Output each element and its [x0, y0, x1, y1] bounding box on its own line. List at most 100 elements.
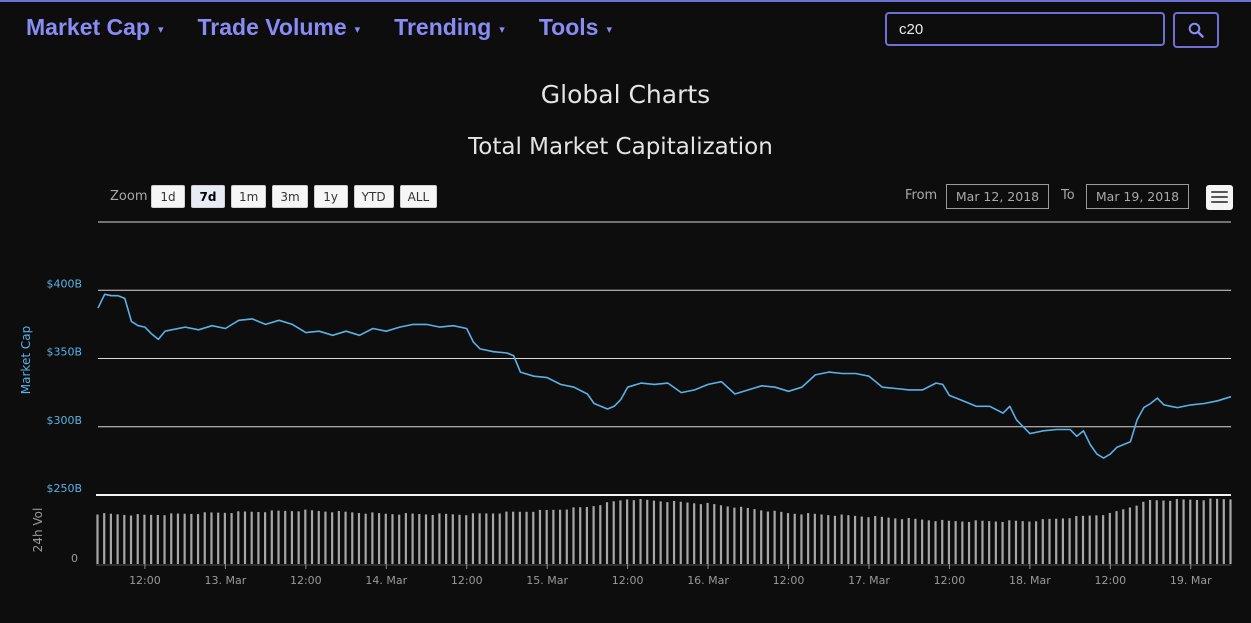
zoom-7d-button[interactable]: 7d [191, 185, 225, 208]
chevron-down-icon: ▾ [354, 23, 361, 36]
search-button[interactable] [1173, 12, 1219, 48]
page-title: Global Charts [540, 80, 711, 109]
volume-bar [250, 511, 253, 564]
volume-bar [646, 499, 649, 564]
volume-bar [572, 507, 575, 564]
volume-bar [458, 514, 461, 564]
volume-bar [867, 517, 870, 564]
volume-bar [196, 514, 200, 564]
volume-bar [270, 510, 273, 564]
search-icon [1188, 22, 1204, 38]
nav-tools-label: Tools [538, 14, 599, 40]
volume-bar [190, 513, 193, 564]
volume-bar [116, 514, 119, 564]
nav-trending-label: Trending [394, 14, 492, 40]
volume-bar [1088, 515, 1091, 564]
nav-market-cap[interactable]: Market Cap ▾ [26, 14, 164, 41]
zoom-ytd-button[interactable]: YTD [353, 185, 394, 208]
volume-bar [1102, 515, 1105, 564]
volume-bar [1128, 507, 1132, 564]
volume-bar [974, 520, 977, 564]
y-axis-title: Market Cap [19, 326, 33, 394]
top-accent-line [0, 0, 1251, 2]
volume-bar [1021, 521, 1024, 564]
volume-bar [418, 514, 421, 564]
volume-bar [143, 514, 146, 564]
volume-bar [652, 500, 656, 564]
volume-bar [552, 509, 555, 564]
volume-bar [1142, 501, 1145, 564]
to-date-input[interactable] [1086, 184, 1189, 209]
volume-bar [243, 511, 247, 564]
volume-bar [1162, 500, 1165, 564]
volume-bar [807, 513, 810, 564]
volume-bar [900, 519, 904, 564]
volume-bar [532, 511, 535, 564]
volume-bar [404, 513, 407, 564]
nav-trending[interactable]: Trending ▾ [394, 14, 505, 41]
zoom-label: Zoom [110, 189, 148, 204]
volume-bar [129, 515, 133, 564]
chevron-down-icon: ▾ [157, 23, 164, 36]
search-input[interactable] [885, 12, 1165, 46]
volume-bar [1189, 499, 1192, 564]
volume-bar [585, 507, 589, 564]
x-tick-label: 12:00 [451, 574, 483, 587]
main-nav: Market Cap ▾ Trade Volume ▾ Trending ▾ T… [26, 14, 646, 41]
volume-bar [1195, 499, 1199, 564]
x-tick-label: 12:00 [612, 574, 644, 587]
nav-tools[interactable]: Tools ▾ [539, 14, 612, 41]
volume-bar [706, 502, 709, 564]
zoom-1d-button[interactable]: 1d [151, 185, 185, 208]
volume-bar [324, 511, 327, 564]
volume-bar [163, 515, 166, 564]
volume-bar [733, 507, 736, 564]
volume-bar [371, 512, 374, 564]
volume-bar [525, 511, 528, 564]
from-date-input[interactable] [946, 184, 1049, 209]
zoom-all-button[interactable]: ALL [399, 185, 438, 208]
volume-tick-label: 0 [71, 552, 78, 565]
volume-bar [317, 510, 320, 564]
volume-bar [445, 513, 448, 564]
y-tick-label: $350B [46, 346, 82, 359]
volume-bar [357, 513, 361, 564]
volume-bar [853, 515, 857, 564]
nav-trade-volume[interactable]: Trade Volume ▾ [198, 14, 361, 41]
volume-bar [491, 513, 495, 564]
zoom-3m-button[interactable]: 3m [272, 185, 308, 208]
volume-bar [659, 501, 662, 564]
volume-bar [96, 514, 99, 564]
volume-bar [344, 511, 347, 564]
x-tick-label: 12:00 [129, 574, 161, 587]
volume-bar [760, 510, 763, 564]
zoom-1y-button[interactable]: 1y [313, 185, 348, 208]
volume-bar [391, 514, 394, 564]
volume-bar [699, 504, 702, 564]
volume-bar [1061, 518, 1064, 564]
volume-bar [1014, 520, 1018, 564]
volume-bar [907, 517, 910, 564]
volume-bar [793, 513, 796, 564]
volume-bar [1075, 516, 1078, 564]
chart-menu-button[interactable] [1206, 185, 1233, 210]
volume-bar [156, 515, 159, 564]
x-tick-label: 12:00 [290, 574, 322, 587]
volume-bar [813, 513, 816, 564]
volume-bar [713, 504, 716, 564]
volume-bar [237, 511, 240, 564]
volume-axis-title: 24h Vol [31, 508, 45, 553]
zoom-1m-button[interactable]: 1m [231, 185, 267, 208]
volume-bar [223, 512, 226, 564]
volume-bar [786, 513, 790, 564]
volume-bar [505, 511, 508, 564]
y-tick-label: $250B [46, 482, 82, 495]
y-tick-label: $400B [46, 277, 82, 290]
volume-bar [914, 518, 917, 564]
volume-bar [693, 503, 696, 564]
volume-bar [1222, 499, 1225, 564]
volume-bar [377, 513, 381, 564]
volume-bar [1008, 520, 1011, 564]
volume-bar [1028, 521, 1031, 564]
